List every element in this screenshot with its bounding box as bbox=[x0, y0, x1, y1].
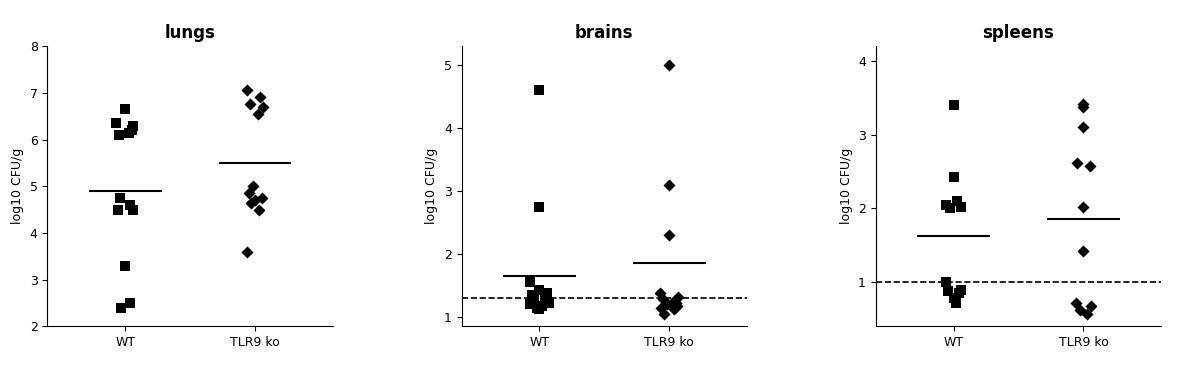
Point bbox=[1068, 160, 1087, 166]
Point bbox=[530, 287, 549, 293]
Point bbox=[523, 292, 542, 298]
Point bbox=[245, 197, 264, 204]
Point bbox=[525, 296, 544, 302]
Point bbox=[662, 300, 681, 306]
Point bbox=[1074, 124, 1093, 130]
Point bbox=[940, 205, 959, 212]
Point bbox=[238, 88, 257, 94]
Title: lungs: lungs bbox=[165, 24, 216, 42]
Point bbox=[111, 305, 130, 311]
Point bbox=[521, 301, 540, 308]
Point bbox=[239, 190, 258, 196]
Point bbox=[654, 311, 673, 317]
Point bbox=[530, 204, 549, 210]
Point bbox=[242, 200, 261, 206]
Point bbox=[936, 202, 955, 208]
Point bbox=[110, 195, 129, 201]
Point bbox=[120, 129, 139, 136]
Point bbox=[1070, 307, 1089, 313]
Point bbox=[660, 182, 679, 188]
Point bbox=[658, 301, 677, 308]
Point bbox=[123, 122, 142, 129]
Y-axis label: log10 CFU/g: log10 CFU/g bbox=[839, 148, 852, 224]
Y-axis label: log10 CFU/g: log10 CFU/g bbox=[425, 148, 438, 224]
Point bbox=[123, 207, 142, 213]
Point bbox=[1066, 300, 1085, 306]
Point bbox=[1082, 303, 1101, 310]
Point bbox=[121, 300, 140, 306]
Point bbox=[530, 306, 549, 313]
Point bbox=[521, 279, 540, 285]
Point bbox=[527, 305, 546, 311]
Point bbox=[666, 300, 685, 306]
Point bbox=[538, 290, 557, 296]
Point bbox=[939, 288, 957, 294]
Point bbox=[243, 183, 262, 189]
Point bbox=[651, 290, 670, 296]
Point bbox=[254, 104, 273, 110]
Point bbox=[653, 296, 672, 302]
Title: brains: brains bbox=[575, 24, 634, 42]
Point bbox=[1081, 162, 1100, 169]
Point bbox=[944, 295, 963, 301]
Point bbox=[250, 207, 269, 213]
Point bbox=[1074, 204, 1093, 210]
Point bbox=[936, 279, 955, 285]
Point bbox=[539, 300, 558, 306]
Point bbox=[944, 102, 963, 108]
Point bbox=[952, 286, 971, 293]
Point bbox=[1074, 104, 1093, 110]
Point bbox=[530, 87, 549, 93]
Point bbox=[532, 303, 551, 310]
Point bbox=[107, 120, 126, 126]
Point bbox=[238, 248, 257, 255]
Point bbox=[108, 207, 127, 213]
Point bbox=[109, 132, 128, 138]
Point bbox=[241, 101, 260, 108]
Y-axis label: log10 CFU/g: log10 CFU/g bbox=[11, 148, 24, 224]
Point bbox=[947, 300, 966, 306]
Point bbox=[122, 127, 141, 133]
Point bbox=[248, 111, 267, 117]
Point bbox=[536, 294, 555, 300]
Point bbox=[667, 303, 686, 310]
Point bbox=[1078, 311, 1097, 317]
Point bbox=[251, 94, 270, 101]
Point bbox=[949, 290, 968, 296]
Point bbox=[952, 204, 971, 210]
Point bbox=[121, 202, 140, 208]
Point bbox=[948, 198, 967, 204]
Point bbox=[1074, 101, 1093, 107]
Title: spleens: spleens bbox=[982, 24, 1055, 42]
Point bbox=[116, 263, 135, 269]
Point bbox=[944, 174, 963, 180]
Point bbox=[252, 195, 271, 201]
Point bbox=[652, 305, 671, 311]
Point bbox=[668, 294, 687, 300]
Point bbox=[660, 232, 679, 238]
Point bbox=[116, 106, 135, 112]
Point bbox=[660, 62, 679, 68]
Point bbox=[1074, 248, 1093, 254]
Point bbox=[665, 306, 684, 313]
